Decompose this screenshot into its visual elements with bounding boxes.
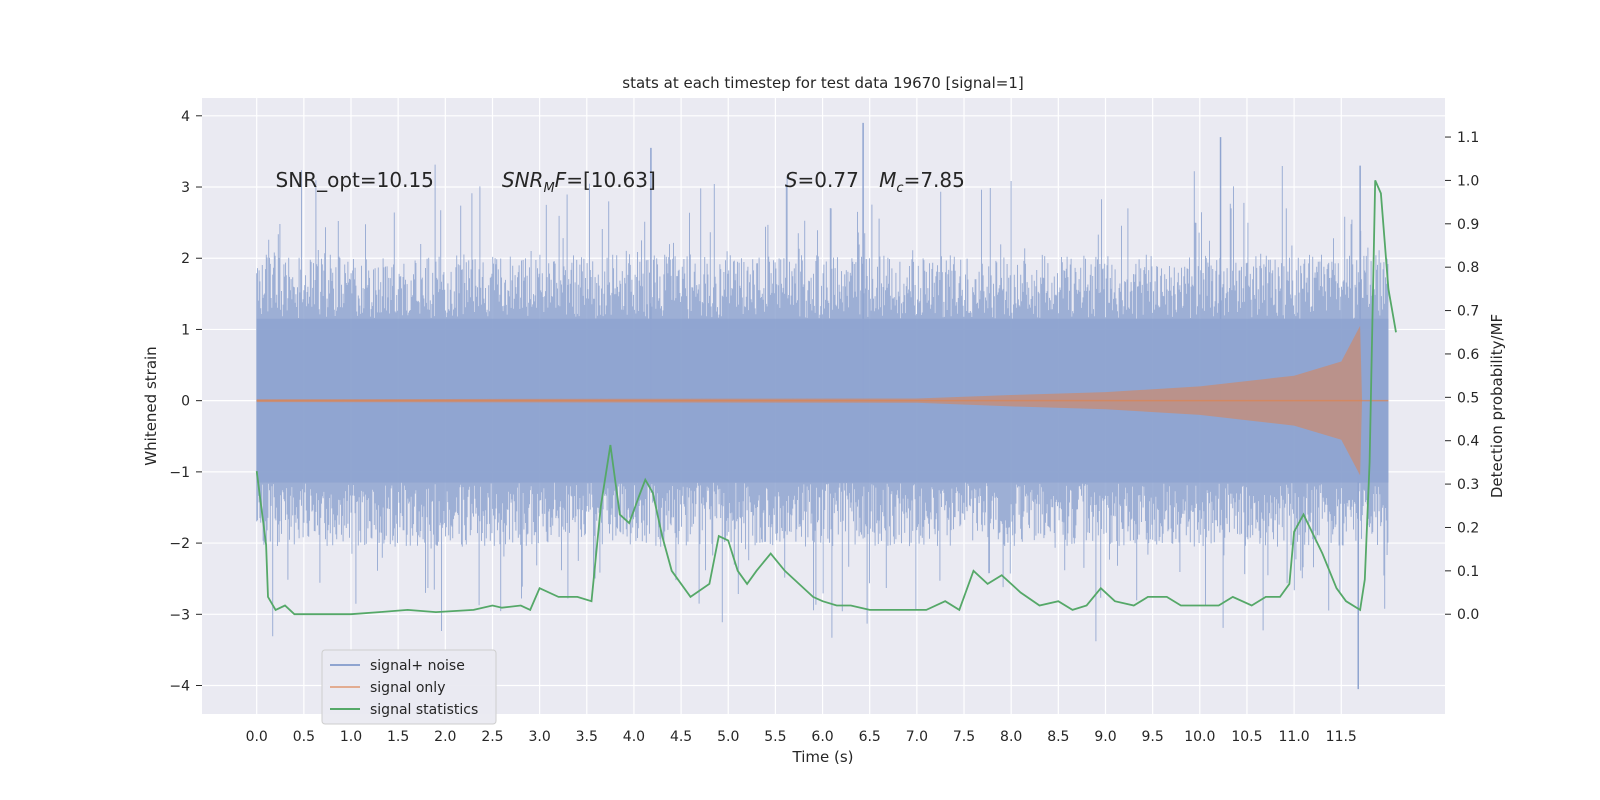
y-tick-labels: −4 −3 −2 −1 0 1 2 3 4 [169,109,202,695]
y2-tick-label: 0.0 [1457,607,1479,623]
signal-statistics-line [255,180,1397,616]
y-tick-label: 2 [181,251,190,267]
y2-tick-label: 1.0 [1457,173,1479,189]
y2-tick-label: 0.8 [1457,260,1479,276]
y2-tick-label: 0.6 [1457,347,1479,363]
legend-label-signal: signal only [370,680,445,696]
signal-only-series [256,325,1389,476]
x-tick-label: 2.5 [481,729,503,745]
x-tick-label: 5.5 [764,729,786,745]
y-tick-label: 4 [181,109,190,125]
annotation-snr-opt: SNR_opt=10.15 [276,168,434,192]
y-tick-label: 3 [181,180,190,196]
x-tick-label: 4.0 [623,729,645,745]
y-tick-label: −2 [169,536,190,552]
x-tick-label: 11.0 [1279,729,1310,745]
y-tick-label: 1 [181,322,190,338]
x-tick-label: 6.5 [859,729,881,745]
y-tick-label: −3 [169,607,190,623]
x-tick-label: 6.0 [811,729,833,745]
x-tick-label: 7.5 [953,729,975,745]
x-tick-label: 1.0 [340,729,362,745]
x-tick-label: 3.0 [528,729,550,745]
legend-label-stats: signal statistics [370,702,478,718]
y2-tick-label: 0.9 [1457,217,1479,233]
x-tick-labels: 0.0 0.5 1.0 1.5 2.0 2.5 3.0 3.5 4.0 4.5 5.0 5.5 6.0 6… [246,729,1357,745]
y-tick-label: −1 [169,465,190,481]
legend: signal+ noise signal only signal statist… [321,649,497,725]
y2-tick-label: 0.7 [1457,304,1479,320]
x-axis-label: Time (s) [792,748,854,766]
y2-tick-label: 1.1 [1457,130,1479,146]
y-axis-label: Whitened strain [142,346,160,465]
legend-label-noise: signal+ noise [370,658,465,674]
annotations: SNR_opt=10.15 SNRMF=[10.63] S=0.77 Mc=7.85 [276,168,965,196]
y2-axis-label: Detection probability/MF [1488,314,1506,498]
x-tick-label: 8.5 [1047,729,1069,745]
y2-tick-label: 0.5 [1457,390,1479,406]
x-tick-label: 0.5 [293,729,315,745]
y2-tick-labels: 0.0 0.1 0.2 0.3 0.4 0.5 0.6 0.7 0.8 0.9 1.0 1.1 [1445,130,1479,623]
y-tick-label: −4 [169,679,190,695]
x-tick-label: 3.5 [576,729,598,745]
x-tick-label: 9.0 [1094,729,1116,745]
x-tick-label: 10.0 [1184,729,1215,745]
signal-statistics-series [255,180,1397,616]
y-tick-label: 0 [181,394,190,410]
x-tick-label: 0.0 [246,729,268,745]
annotation-mc: Mc=7.85 [879,168,965,196]
x-tick-label: 1.5 [387,729,409,745]
x-tick-label: 9.5 [1142,729,1164,745]
y2-tick-label: 0.3 [1457,477,1479,493]
x-tick-label: 10.5 [1231,729,1262,745]
x-tick-label: 4.5 [670,729,692,745]
y2-tick-label: 0.2 [1457,520,1479,536]
chart-title: stats at each timestep for test data 196… [622,74,1023,92]
x-tick-label: 8.0 [1000,729,1022,745]
x-tick-label: 11.5 [1326,729,1357,745]
y2-tick-label: 0.1 [1457,564,1479,580]
annotation-s: S=0.77 [785,168,859,192]
x-tick-label: 5.0 [717,729,739,745]
legend-box [321,649,497,725]
y2-tick-label: 0.4 [1457,434,1479,450]
annotation-snr-mf: SNRMF=[10.63] [502,168,656,196]
x-tick-label: 2.0 [434,729,456,745]
x-tick-label: 7.0 [906,729,928,745]
